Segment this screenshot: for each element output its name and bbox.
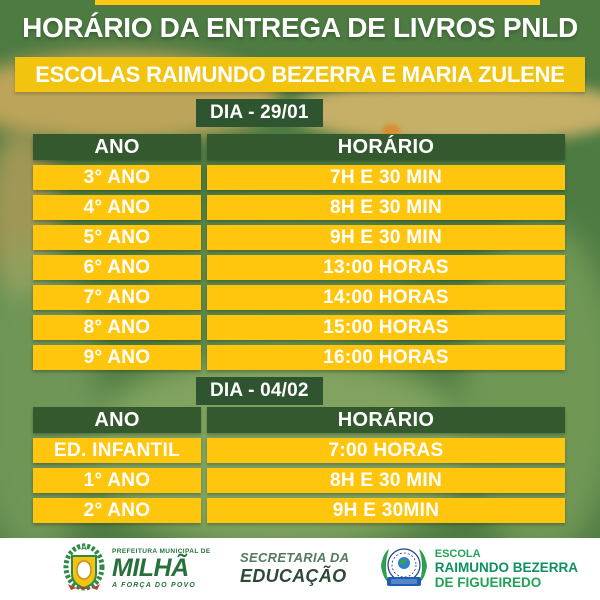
day-banner-2: DIA - 04/02: [196, 377, 323, 405]
escola-line3: DE FIGUEIREDO: [434, 575, 542, 591]
top-yellow-bar: [95, 0, 540, 5]
cell-horario: 13:00 HORAS: [207, 255, 565, 280]
secretaria-line2: EDUCAÇÃO: [240, 566, 347, 587]
prefeitura-logo-group: PREFEITURA MUNICIPAL DE MILHÃ A FORÇA DO…: [62, 542, 211, 597]
prefeitura-slogan: A FORÇA DO POVO: [112, 582, 196, 590]
secretaria-line1: SECRETARIA DA: [240, 550, 350, 566]
schedule-table-2: ANO HORÁRIO ED. INFANTIL 7:00 HORAS 1° A…: [33, 407, 565, 523]
cell-ano: 2° ANO: [33, 498, 201, 523]
cell-ano: 9° ANO: [33, 345, 201, 370]
header-horario: HORÁRIO: [207, 134, 565, 160]
day-banner-1: DIA - 29/01: [196, 99, 323, 127]
header-ano: ANO: [33, 407, 201, 433]
cell-ano: ED. INFANTIL: [33, 438, 201, 463]
secretaria-logo-group: SECRETARIA DA EDUCAÇÃO: [240, 550, 350, 587]
cell-horario: 15:00 HORAS: [207, 315, 565, 340]
cell-ano: 4° ANO: [33, 195, 201, 220]
prefeitura-name: MILHÃ: [112, 554, 189, 583]
table-header-row: ANO HORÁRIO: [33, 407, 565, 433]
table-row: 4° ANO 8H E 30 MIN: [33, 195, 565, 220]
cell-horario: 8H E 30 MIN: [207, 195, 565, 220]
cell-horario: 9H E 30 MIN: [207, 225, 565, 250]
footer: PREFEITURA MUNICIPAL DE MILHÃ A FORÇA DO…: [0, 538, 600, 600]
escola-line2: RAIMUNDO BEZERRA: [434, 560, 578, 576]
cell-horario: 7:00 HORAS: [207, 438, 565, 463]
milha-crest-icon: [62, 542, 106, 597]
table-row: 7° ANO 14:00 HORAS: [33, 285, 565, 310]
prefeitura-text: PREFEITURA MUNICIPAL DE MILHÃ A FORÇA DO…: [112, 547, 211, 590]
cell-horario: 16:00 HORAS: [207, 345, 565, 370]
table-row: 3° ANO 7H E 30 MIN: [33, 165, 565, 190]
cell-ano: 3° ANO: [33, 165, 201, 190]
cell-ano: 6° ANO: [33, 255, 201, 280]
header-horario: HORÁRIO: [207, 407, 565, 433]
table-row: 6° ANO 13:00 HORAS: [33, 255, 565, 280]
table-row: 1° ANO 8H E 30 MIN: [33, 468, 565, 493]
cell-ano: 1° ANO: [33, 468, 201, 493]
schools-banner: ESCOLAS RAIMUNDO BEZERRA E MARIA ZULENE: [15, 57, 585, 92]
cell-ano: 8° ANO: [33, 315, 201, 340]
escola-text: ESCOLA RAIMUNDO BEZERRA DE FIGUEIREDO: [435, 548, 578, 591]
poster-title: HORÁRIO DA ENTREGA DE LIVROS PNLD: [22, 12, 578, 43]
table-row: 2° ANO 9H E 30MIN: [33, 498, 565, 523]
table-row: 8° ANO 15:00 HORAS: [33, 315, 565, 340]
prefeitura-line: PREFEITURA MUNICIPAL DE: [112, 547, 211, 555]
cell-ano: 5° ANO: [33, 225, 201, 250]
schedule-table-1: ANO HORÁRIO 3° ANO 7H E 30 MIN 4° ANO 8H…: [33, 134, 565, 370]
escola-line1: ESCOLA: [434, 547, 481, 560]
escola-logo-group: ESCOLA RAIMUNDO BEZERRA DE FIGUEIREDO: [379, 541, 578, 598]
header-ano: ANO: [33, 134, 201, 160]
cell-horario: 8H E 30 MIN: [207, 468, 565, 493]
cell-ano: 7° ANO: [33, 285, 201, 310]
table-header-row: ANO HORÁRIO: [33, 134, 565, 160]
table-row: 9° ANO 16:00 HORAS: [33, 345, 565, 370]
escola-emblem-icon: [379, 541, 429, 598]
cell-horario: 14:00 HORAS: [207, 285, 565, 310]
table-row: ED. INFANTIL 7:00 HORAS: [33, 438, 565, 463]
table-row: 5° ANO 9H E 30 MIN: [33, 225, 565, 250]
cell-horario: 7H E 30 MIN: [207, 165, 565, 190]
cell-horario: 9H E 30MIN: [207, 498, 565, 523]
